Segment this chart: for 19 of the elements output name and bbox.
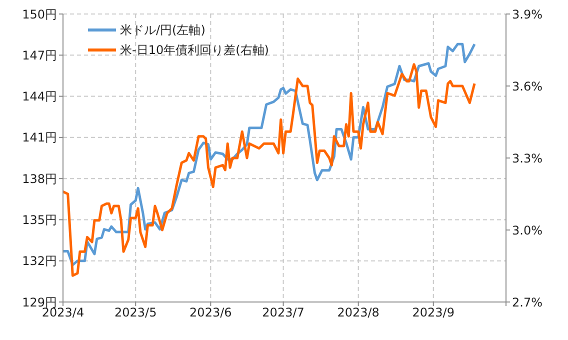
legend-label: 米ドル/円(左軸) xyxy=(120,22,206,39)
y-tick-label: 150円 xyxy=(22,7,57,22)
x-tick-label: 2023/9 xyxy=(412,306,454,320)
y-tick-label: 141円 xyxy=(22,130,57,145)
x-tick-label: 2023/5 xyxy=(114,306,157,320)
y2-tick-label: 2.7% xyxy=(512,295,542,310)
y2-tick-label: 3.0% xyxy=(512,223,542,238)
y2-tick-label: 3.3% xyxy=(512,151,542,166)
legend-label: 米-日10年債利回り差(右軸) xyxy=(120,42,269,59)
y-tick-label: 132円 xyxy=(22,254,57,268)
y-tick-label: 135円 xyxy=(22,212,57,227)
x-tick-label: 2023/7 xyxy=(262,306,304,320)
x-tick-label: 2023/6 xyxy=(190,306,232,320)
y-tick-label: 147円 xyxy=(22,48,57,62)
x-tick-label: 2023/8 xyxy=(337,306,380,320)
y-tick-label: 138円 xyxy=(22,172,57,186)
y2-tick-label: 3.9% xyxy=(512,7,542,22)
y2-tick-label: 3.6% xyxy=(512,79,542,94)
y-tick-label: 144円 xyxy=(22,90,57,104)
